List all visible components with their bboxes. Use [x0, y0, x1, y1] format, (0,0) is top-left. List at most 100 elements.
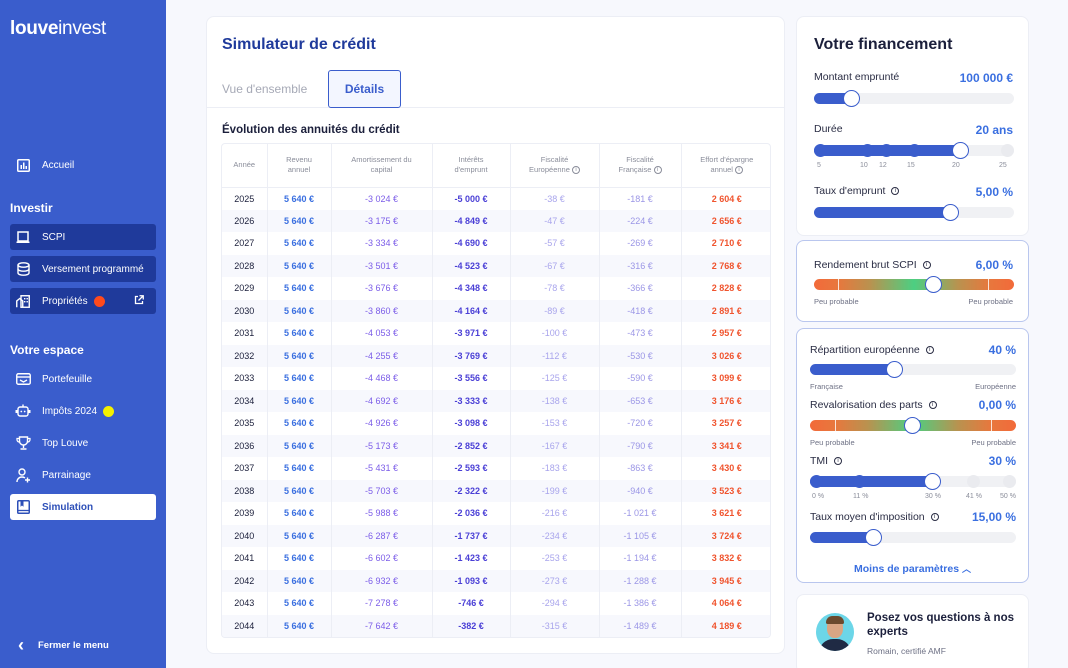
cell-fiscalite-fr: -530 €	[598, 344, 681, 367]
info-icon[interactable]: i	[928, 401, 937, 409]
louve-invest-logo[interactable]: louveinvest	[10, 18, 106, 39]
less-params-button[interactable]: Moins de paramètres ︿	[854, 563, 971, 575]
tab-bar: Vue d'ensemble Détails	[207, 70, 784, 108]
cell-revenu: 5 640 €	[266, 209, 331, 232]
sidebar-item-simulation[interactable]: Simulation	[10, 494, 156, 520]
cell-revenu: 5 640 €	[266, 547, 331, 570]
table-row: 2042 5 640 € -6 932 € -1 093 € -273 € -1 288 …	[222, 569, 770, 592]
info-icon[interactable]: i	[891, 187, 900, 195]
duration-step-10[interactable]	[861, 144, 874, 157]
sidebar-item-impots-2024[interactable]: Impôts 2024	[10, 398, 156, 424]
duration-slider-thumb[interactable]	[952, 142, 969, 159]
tmi-step-11[interactable]	[853, 475, 866, 488]
trophy-icon	[15, 435, 31, 451]
table-row: 2036 5 640 € -5 173 € -2 852 € -167 € -790 €3…	[222, 434, 770, 457]
cell-fiscalite-eu: -67 €	[509, 254, 599, 277]
section-title-investir: Investir	[10, 201, 53, 215]
cell-fiscalite-eu: -199 €	[509, 479, 599, 502]
tmi-slider-thumb[interactable]	[924, 473, 941, 490]
cell-effort: 3 832 €	[680, 547, 770, 570]
sidebar-item-accueil[interactable]: Accueil	[10, 152, 156, 178]
tab-details[interactable]: Détails	[328, 70, 401, 108]
repartition-slider-fill	[810, 364, 895, 375]
info-icon[interactable]: i	[922, 261, 931, 269]
section-title-votre-espace: Votre espace	[10, 343, 84, 357]
duration-step-25[interactable]	[1001, 144, 1014, 157]
cell-annee: 2043	[234, 598, 255, 609]
info-icon[interactable]: i	[571, 166, 580, 175]
cell-annee: 2026	[234, 215, 255, 226]
cell-fiscalite-eu: -57 €	[509, 232, 599, 255]
cell-amortissement: -3 676 €	[330, 277, 432, 300]
table-title: Évolution des annuités du crédit	[222, 124, 400, 136]
right-range-label: Peu probable	[968, 297, 1013, 306]
cell-fiscalite-fr: -720 €	[598, 412, 681, 435]
table-row: 2027 5 640 € -3 334 € -4 690 € -57 € -269 €2 …	[222, 232, 770, 255]
scpi-yield-slider-thumb[interactable]	[925, 276, 942, 293]
sidebar-item-scpi[interactable]: SCPI	[10, 224, 156, 250]
repartition-slider-thumb[interactable]	[886, 361, 903, 378]
rate-slider[interactable]	[814, 204, 1014, 221]
cell-effort: 3 523 €	[680, 479, 770, 502]
sidebar-item-portefeuille[interactable]: Portefeuille	[10, 366, 156, 392]
cell-annee: 2036	[234, 440, 255, 451]
duration-slider[interactable]	[814, 142, 1014, 159]
duration-step-5[interactable]	[814, 144, 827, 157]
info-icon[interactable]: i	[930, 513, 939, 521]
sidebar-item-top-louve[interactable]: Top Louve	[10, 430, 156, 456]
cell-effort: 3 430 €	[680, 457, 770, 480]
cell-revenu: 5 640 €	[266, 367, 331, 390]
repartition-slider[interactable]	[810, 361, 1016, 378]
table-row: 2033 5 640 € -4 468 € -3 556 € -125 € -590 €3…	[222, 367, 770, 390]
amount-slider[interactable]	[814, 90, 1014, 107]
cell-fiscalite-fr: -224 €	[598, 209, 681, 232]
cell-interets: -4 849 €	[431, 209, 510, 232]
tmi-step-0[interactable]	[810, 475, 823, 488]
cell-interets: -1 737 €	[431, 524, 510, 547]
sidebar-item-label: Portefeuille	[42, 373, 93, 385]
rate-slider-thumb[interactable]	[942, 204, 959, 221]
cell-fiscalite-fr: -1 288 €	[598, 569, 681, 592]
left-range-label: Peu probable	[814, 297, 859, 306]
taux-moyen-slider-thumb[interactable]	[865, 529, 882, 546]
tmi-slider[interactable]	[810, 473, 1016, 490]
cell-interets: -2 852 €	[431, 434, 510, 457]
amount-slider-fill	[814, 93, 850, 104]
table-row: 2038 5 640 € -5 703 € -2 322 € -199 € -940 €3…	[222, 479, 770, 502]
revalorisation-slider-thumb[interactable]	[904, 417, 921, 434]
cell-interets: -3 098 €	[431, 412, 510, 435]
tmi-step-50[interactable]	[1003, 475, 1016, 488]
sidebar-item-parrainage[interactable]: Parrainage	[10, 462, 156, 488]
cell-fiscalite-eu: -112 €	[509, 344, 599, 367]
tab-vue-ensemble[interactable]: Vue d'ensemble	[222, 82, 308, 96]
cell-revenu: 5 640 €	[266, 592, 331, 615]
cell-fiscalite-eu: -234 €	[509, 524, 599, 547]
info-icon[interactable]: i	[653, 166, 662, 175]
cell-interets: -3 556 €	[431, 367, 510, 390]
column-header-effort-epargne: Effort d'épargne annuel i	[680, 144, 770, 188]
tmi-step-41[interactable]	[967, 475, 980, 488]
cell-revenu: 5 640 €	[266, 614, 331, 637]
duration-step-12[interactable]	[880, 144, 893, 157]
info-icon[interactable]: i	[735, 166, 744, 175]
cell-annee: 2035	[234, 418, 255, 429]
cell-fiscalite-eu: -89 €	[509, 299, 599, 322]
sidebar-item-proprietes[interactable]: Propriétés	[10, 288, 156, 314]
close-menu-button[interactable]: ‹ Fermer le menu	[18, 636, 109, 654]
tmi-slider-fill	[810, 476, 938, 487]
scpi-yield-slider[interactable]	[814, 276, 1014, 293]
duration-step-15[interactable]	[908, 144, 921, 157]
cell-fiscalite-fr: -316 €	[598, 254, 681, 277]
revalorisation-slider[interactable]	[810, 417, 1016, 434]
info-icon[interactable]: i	[925, 346, 934, 354]
cell-annee: 2032	[234, 350, 255, 361]
info-icon[interactable]: i	[834, 457, 843, 465]
sidebar-item-versement-programme[interactable]: Versement programmé	[10, 256, 156, 282]
expert-contact-card[interactable]: Posez vos questions à nos experts Romain…	[796, 594, 1029, 668]
tick-label: 5	[817, 162, 821, 169]
cell-amortissement: -3 024 €	[330, 187, 432, 210]
tick-label: 50 %	[1000, 493, 1016, 500]
taux-moyen-slider[interactable]	[810, 529, 1016, 546]
amount-slider-thumb[interactable]	[843, 90, 860, 107]
cell-amortissement: -4 692 €	[330, 389, 432, 412]
